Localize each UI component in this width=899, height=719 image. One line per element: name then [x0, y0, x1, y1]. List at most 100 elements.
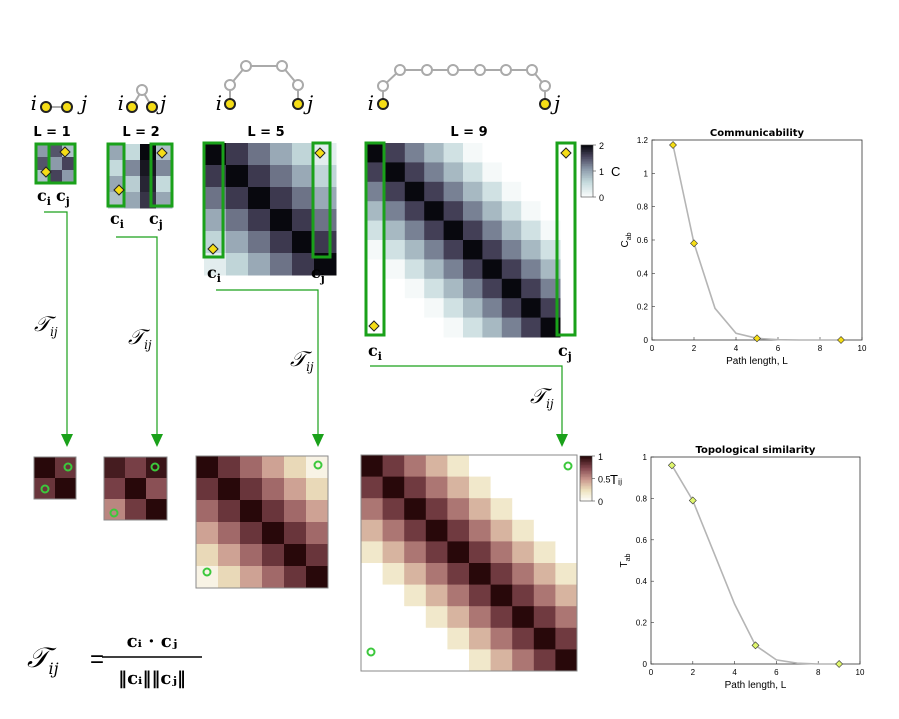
matrix-cell — [361, 498, 384, 521]
matrix-cell — [314, 209, 337, 232]
matrix-cell — [521, 181, 542, 202]
matrix-cell — [533, 519, 556, 542]
matrix-cell — [555, 649, 578, 672]
chart-title: Topological similarity — [696, 445, 816, 456]
matrix-cell — [382, 627, 405, 650]
panel-label-L5: L = 5 — [247, 125, 284, 140]
node-label-i: i — [118, 91, 124, 115]
intermediate-node — [292, 79, 304, 91]
matrix-cell — [424, 143, 445, 163]
matrix-cell — [108, 192, 125, 209]
matrix-cell — [447, 606, 470, 629]
matrix-cell — [512, 649, 535, 672]
node-label-j: j — [77, 91, 87, 115]
matrix-cell — [501, 259, 522, 280]
x-tick-label: 2 — [692, 344, 697, 353]
matrix-cell — [306, 522, 329, 545]
colorbar-step — [580, 478, 592, 481]
matrix-cell — [292, 253, 315, 276]
matrix-cell — [226, 209, 249, 232]
matrix-cell — [404, 220, 425, 241]
plot-area — [650, 456, 861, 665]
matrix-cell — [512, 541, 535, 564]
endpoint-node — [224, 98, 236, 110]
matrix-cell — [555, 519, 578, 542]
matrix-cell — [555, 606, 578, 629]
colorbar-step — [581, 155, 593, 158]
matrix-cell — [490, 455, 513, 478]
colorbar-communicability: 2 1 0 C — [580, 141, 620, 203]
colorbar-step — [580, 459, 592, 461]
node-label-j: j — [550, 91, 560, 115]
y-tick-label: 0.6 — [637, 236, 649, 245]
matrix-cell — [512, 627, 535, 650]
data-marker — [751, 641, 760, 650]
matrix-cell — [447, 627, 470, 650]
matrix-cell — [533, 455, 556, 478]
colorbar-step — [580, 468, 592, 470]
colorbar-tick-label: 1 — [599, 167, 604, 177]
intermediate-node — [224, 79, 236, 91]
transform-label-sub: ij — [306, 360, 314, 374]
matrix-cell — [218, 544, 241, 567]
colorbar-step — [581, 148, 593, 151]
matrix-cell — [501, 240, 522, 260]
matrix-cell — [314, 253, 337, 276]
colorbar-tick-label: 0 — [598, 497, 603, 507]
path-edges — [229, 65, 299, 104]
colorbar-tick-label: 1 — [598, 452, 603, 462]
matrix-cell — [270, 187, 293, 210]
matrix-cell — [404, 649, 427, 672]
matrix-cell — [366, 181, 386, 202]
matrix-cell — [314, 187, 337, 210]
colorbar-step — [581, 191, 593, 194]
matrix-cell — [482, 317, 503, 338]
matrix-cell — [463, 259, 483, 280]
x-axis-label: Path length, L — [726, 356, 788, 367]
intermediate-node — [377, 80, 389, 92]
matrix-cell — [125, 499, 147, 521]
matrix-cell — [382, 606, 405, 629]
matrix-cell — [361, 541, 384, 564]
y-tick-label: 0.6 — [636, 536, 648, 545]
colorbar-step — [580, 481, 592, 484]
arrow-head — [312, 434, 324, 447]
colorbar-step — [581, 160, 593, 163]
matrix-cell — [248, 143, 271, 166]
matrix-cell — [314, 165, 337, 188]
colorbar-step — [581, 176, 593, 179]
matrix-cell — [385, 162, 406, 183]
matrix-cell — [501, 201, 522, 222]
comm-matrix-L9 — [366, 143, 561, 338]
node-marker — [314, 147, 326, 159]
matrix-cell — [447, 498, 470, 521]
vector-label-cj: cj — [558, 341, 572, 363]
y-axis-label-sub: ab — [625, 553, 632, 561]
matrix-cell — [521, 220, 542, 241]
y-tick-label: 0.4 — [637, 269, 649, 278]
matrix-cell — [490, 541, 513, 564]
matrix-cell — [425, 476, 448, 499]
endpoint-node — [539, 98, 551, 110]
colorbar-step — [581, 145, 593, 148]
matrix-cell — [404, 317, 425, 338]
matrix-cell — [270, 253, 293, 276]
matrix-cell — [424, 162, 445, 183]
matrix-cell — [447, 649, 470, 672]
matrix-cell — [490, 606, 513, 629]
vector-label-cj: cj — [149, 209, 163, 231]
matrix-cell — [49, 157, 63, 171]
matrix-cell — [62, 157, 76, 171]
matrix-cell — [424, 317, 445, 338]
matrix-cell — [424, 220, 445, 241]
matrix-cell — [382, 584, 405, 607]
matrix-cell — [218, 456, 241, 479]
formula-denominator: ‖cᵢ‖‖cⱼ‖ — [118, 668, 186, 689]
similarity-marker — [109, 508, 119, 518]
matrix-cell — [385, 143, 406, 163]
matrix-cell — [124, 176, 141, 193]
y-tick-label: 0.4 — [636, 577, 648, 586]
chart-title: Communicability — [710, 128, 805, 139]
matrix-cell — [533, 606, 556, 629]
matrix-cell — [226, 231, 249, 254]
